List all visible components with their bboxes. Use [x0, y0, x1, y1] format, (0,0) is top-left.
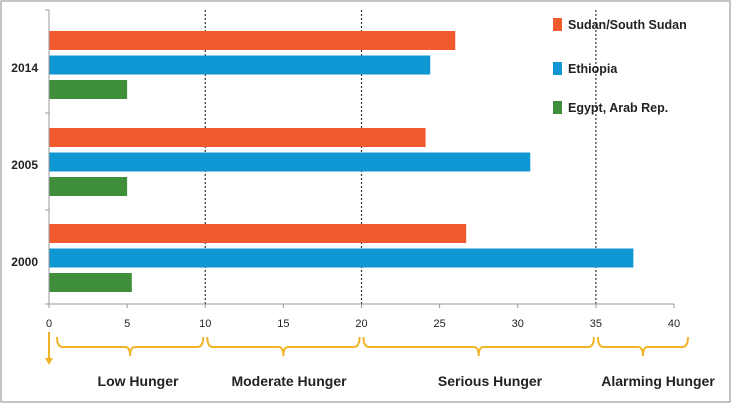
zone-brace-2	[362, 336, 595, 357]
x-tick-label-35: 35	[590, 318, 602, 330]
y-category-label-2014: 2014	[11, 61, 38, 75]
legend-label-0: Sudan/South Sudan	[568, 18, 687, 32]
legend-swatch-1	[553, 62, 562, 75]
bar-marks	[49, 31, 634, 292]
x-tick-label-5: 5	[124, 318, 130, 330]
legend: Sudan/South Sudan Ethiopia Egypt, Arab Rep…	[553, 18, 687, 115]
bar-2005-0	[49, 128, 426, 147]
zone-label-3: Alarming Hunger	[601, 373, 715, 389]
zone-label-1: Moderate Hunger	[231, 373, 347, 389]
x-tick-label-20: 20	[355, 318, 367, 330]
bar-2014-1	[49, 55, 431, 75]
x-tick-label-30: 30	[512, 318, 524, 330]
x-tick-label-0: 0	[46, 318, 52, 330]
x-tick-label-25: 25	[434, 318, 446, 330]
y-category-label-2000: 2000	[11, 255, 38, 269]
bar-2000-0	[49, 224, 467, 243]
bar-2014-0	[49, 31, 456, 50]
zone-brace-1	[206, 336, 361, 357]
zone-label-2: Serious Hunger	[438, 373, 543, 389]
bar-2014-2	[49, 80, 128, 99]
legend-swatch-0	[553, 18, 562, 31]
x-tick-label-10: 10	[199, 318, 211, 330]
x-tick-label-15: 15	[277, 318, 289, 330]
zone-brace-3	[596, 336, 689, 357]
bar-2005-2	[49, 177, 128, 196]
bar-2000-2	[49, 273, 132, 292]
origin-arrow-head	[45, 358, 53, 365]
x-tick-label-40: 40	[668, 318, 680, 330]
bar-2000-1	[49, 248, 634, 268]
zone-brace-0	[56, 336, 205, 357]
axes: 0 5 10 15 20 25 30 35 40 2014 2005 2000	[11, 9, 680, 330]
legend-label-1: Ethiopia	[568, 62, 618, 76]
bar-2005-1	[49, 152, 531, 172]
zone-label-0: Low Hunger	[98, 373, 179, 389]
legend-swatch-2	[553, 101, 562, 114]
y-category-label-2005: 2005	[11, 158, 38, 172]
legend-label-2: Egypt, Arab Rep.	[568, 101, 668, 115]
hunger-zones: Low Hunger Moderate Hunger Serious Hunger A…	[45, 332, 715, 389]
